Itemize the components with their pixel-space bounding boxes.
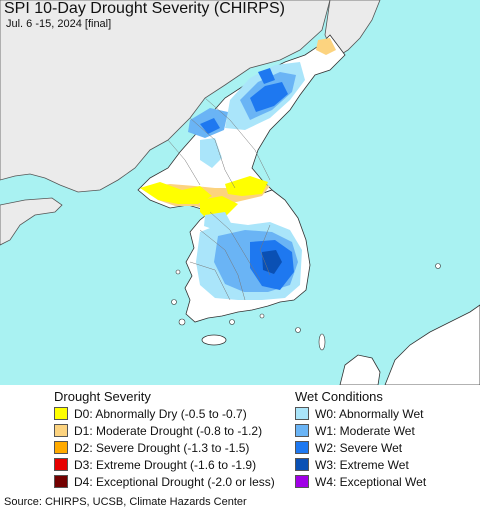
d1-swatch [54, 424, 68, 437]
japan-honshu [384, 304, 480, 385]
d3-swatch [54, 458, 68, 471]
china-land [0, 0, 331, 193]
drought-legend-title: Drought Severity [54, 389, 151, 404]
legend-item-d3: D3: Extreme Drought (-1.6 to -1.9) [54, 458, 256, 472]
w1-swatch [295, 424, 309, 437]
legend-item-w2: W2: Severe Wet [295, 441, 402, 455]
map-date-range: Jul. 6 -15, 2024 [final] [6, 18, 112, 30]
d4-swatch [54, 475, 68, 488]
legend-item-d4: D4: Exceptional Drought (-2.0 or less) [54, 475, 275, 489]
w2-swatch [295, 441, 309, 454]
drought-map [0, 0, 480, 385]
legend-item-d1: D1: Moderate Drought (-0.8 to -1.2) [54, 424, 262, 438]
wet-legend: Wet Conditions W0: Abnormally Wet W1: Mo… [285, 385, 480, 490]
w0-swatch [295, 407, 309, 420]
wet-legend-title: Wet Conditions [295, 389, 383, 404]
w4-swatch [295, 475, 309, 488]
legend-item-w1: W1: Moderate Wet [295, 424, 415, 438]
legend-item-w4: W4: Exceptional Wet [295, 475, 426, 489]
map-title: SPI 10-Day Drought Severity (CHIRPS) [4, 0, 285, 17]
d2-swatch [54, 441, 68, 454]
japan-kyushu [339, 354, 381, 385]
source-credit: Source: CHIRPS, UCSB, Climate Hazards Ce… [4, 496, 247, 508]
legend-item-w0: W0: Abnormally Wet [295, 407, 423, 421]
drought-legend: Drought Severity D0: Abnormally Dry (-0.… [0, 385, 275, 490]
w3-swatch [295, 458, 309, 471]
legend-item-d0: D0: Abnormally Dry (-0.5 to -0.7) [54, 407, 247, 421]
legend-item-d2: D2: Severe Drought (-1.3 to -1.5) [54, 441, 249, 455]
shandong-land [0, 197, 63, 246]
d0-swatch [54, 407, 68, 420]
legend-item-w3: W3: Extreme Wet [295, 458, 409, 472]
